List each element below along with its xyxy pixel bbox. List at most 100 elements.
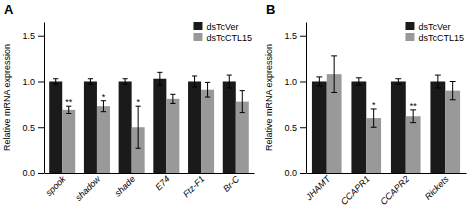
annotations: *** (372, 100, 417, 111)
error-bar-stem (319, 77, 320, 86)
error-bar-stem (413, 110, 414, 123)
error-bar-cap (205, 97, 210, 98)
y-tick: 1.0 (284, 77, 306, 87)
y-tick-label: 1.5 (22, 31, 35, 41)
error-bar (136, 106, 141, 148)
error-bar-cap (371, 127, 377, 128)
error-bar (450, 81, 456, 99)
y-tick: 0.0 (284, 168, 306, 178)
error-bar (66, 106, 71, 113)
x-tick: E74 (153, 174, 171, 192)
error-bar-cap (192, 86, 197, 87)
error-bar-cap (450, 81, 456, 82)
error-bar-cap (240, 112, 245, 113)
error-bar-cap (170, 103, 175, 104)
error-bar-cap (101, 111, 106, 112)
bar (201, 90, 214, 173)
marks (312, 56, 460, 173)
significance-marker: * (372, 100, 376, 110)
legend-item: dsTcCTL15 (405, 33, 464, 43)
chart-root: 0.0 0.5 1.0 1.5 spookshadow shade E74 Ftz-F1 Br-… (0, 0, 474, 215)
error-bar-cap (136, 148, 141, 149)
x-axis: spookshadow shade E74 Ftz-F1 Br-C (44, 174, 255, 203)
error-bar-stem (68, 106, 69, 113)
error-bar (227, 75, 232, 88)
bar (351, 81, 366, 173)
error-bar-cap (356, 77, 362, 78)
bar (62, 110, 75, 173)
x-tick-label: shade (113, 174, 137, 198)
x-tick: CCAPR2 (378, 174, 411, 207)
error-bar-cap (316, 76, 322, 77)
error-bar-cap (192, 75, 197, 76)
error-bar-cap (410, 122, 416, 123)
error-bar-cap (435, 87, 441, 88)
y-tick: 1.5 (22, 31, 44, 41)
error-bar-cap (123, 78, 128, 79)
y-tick-label: 0.5 (284, 123, 297, 133)
y-tick: 0.5 (284, 123, 306, 133)
error-bar-cap (395, 84, 401, 85)
error-bar-cap (395, 78, 401, 79)
x-tick-label: Ftz-F1 (181, 174, 206, 199)
series (62, 82, 249, 173)
error-bar-cap (227, 87, 232, 88)
y-tick: 1.0 (22, 77, 44, 87)
legend-item: dsTcCTL15 (193, 33, 252, 43)
error-bar-cap (170, 94, 175, 95)
y-tick-mark (300, 81, 306, 82)
panel: 0.0 0.5 1.0 1.5 spookshadow shade E74 Ftz-F1 Br-… (2, 2, 255, 203)
error-bar-cap (88, 84, 93, 85)
error-bar (331, 56, 337, 93)
error-bar-stem (207, 82, 208, 97)
y-tick-label: 1.0 (22, 77, 35, 87)
error-bar-cap (53, 78, 58, 79)
error-bar (205, 82, 210, 97)
y-tick-label: 0.0 (22, 168, 35, 178)
error-bar-stem (159, 72, 160, 85)
error-bar-cap (205, 82, 210, 83)
legend-swatch (193, 22, 202, 30)
y-tick-mark (300, 173, 306, 174)
error-bar (123, 79, 128, 84)
error-bar (316, 77, 322, 86)
x-tick-label: shadow (73, 174, 102, 203)
significance-marker: ** (410, 101, 418, 111)
y-tick-mark (300, 127, 306, 128)
panel-title: A (4, 2, 14, 17)
bar (236, 102, 249, 173)
plot: 0.0 0.5 1.0 1.5 spookshadow shade E74 Ftz-F1 Br-… (2, 22, 255, 203)
x-tick: Br-C (221, 174, 241, 194)
legend: dsTcVerdsTcCTL15 (405, 22, 464, 43)
error-bar-cap (331, 92, 337, 93)
annotations: **** (65, 92, 140, 107)
marks (49, 72, 249, 173)
error-bar (192, 76, 197, 87)
x-tick: Rickets (423, 174, 451, 202)
error-bar-cap (435, 75, 441, 76)
error-bar-cap (316, 86, 322, 87)
x-tick-label: spook (44, 174, 68, 198)
x-axis-line (45, 173, 255, 174)
error-bar-stem (194, 76, 195, 87)
bar (406, 116, 421, 173)
x-tick-label: Br-C (221, 174, 241, 194)
x-tick: CCAPR1 (339, 174, 372, 207)
error-bar (410, 110, 416, 123)
y-axis: 0.00.51.01.5 (284, 23, 306, 179)
legend-label: dsTcVer (206, 22, 238, 32)
x-tick: shade (113, 174, 137, 198)
legend-swatch (405, 22, 414, 30)
y-tick-mark (38, 173, 44, 174)
legend-swatch (193, 33, 202, 41)
series (312, 75, 445, 173)
error-bar-stem (103, 101, 104, 112)
y-tick-label: 0.5 (22, 123, 35, 133)
panel-title: B (266, 2, 275, 17)
error-bar-cap (53, 84, 58, 85)
x-tick: Ftz-F1 (181, 174, 206, 199)
error-bar-cap (240, 90, 245, 91)
error-bar-stem (229, 75, 230, 88)
y-axis-title: Relative mRNA expression (2, 44, 12, 151)
x-tick-label: CCAPR2 (378, 174, 411, 207)
